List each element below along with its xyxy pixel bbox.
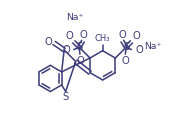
Text: O: O: [135, 45, 143, 55]
Text: CH₃: CH₃: [95, 34, 110, 43]
Text: ⁻: ⁻: [137, 44, 141, 53]
Text: S: S: [123, 42, 129, 52]
Text: O: O: [132, 31, 140, 41]
Text: ⁻: ⁻: [65, 44, 69, 53]
Text: O: O: [65, 31, 73, 41]
Text: O: O: [44, 37, 52, 47]
Text: O: O: [79, 30, 87, 40]
Text: O: O: [122, 56, 129, 66]
Text: Na⁺: Na⁺: [66, 13, 84, 22]
Text: O: O: [76, 56, 84, 66]
Text: O: O: [63, 45, 71, 55]
Text: S: S: [63, 92, 69, 102]
Text: O: O: [118, 30, 126, 40]
Text: Na⁺: Na⁺: [144, 42, 161, 51]
Text: S: S: [76, 42, 82, 52]
